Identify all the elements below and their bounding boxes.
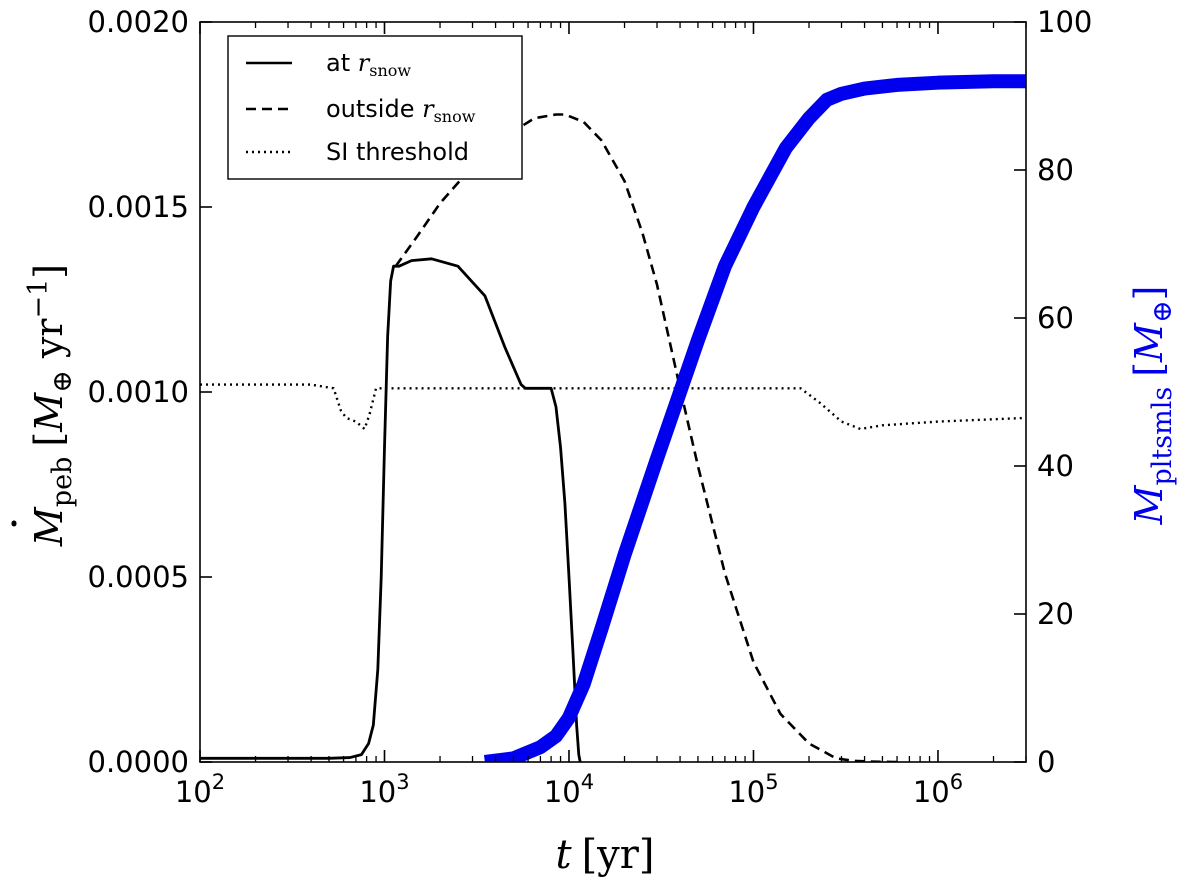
legend-outside-subscript: snow (434, 107, 476, 126)
left-label-unit-superscript: −1 (23, 279, 54, 319)
legend-label-si: SI threshold (326, 138, 469, 166)
y-tick-label-left: 0.0020 (88, 5, 189, 39)
series-line-outside (394, 113, 898, 762)
y-tick-label-right: 80 (1037, 153, 1074, 187)
right-label-bracket-open: [ (1127, 362, 1171, 377)
legend-outside-text: outside (326, 95, 422, 123)
y-tick-label-left: 0.0015 (88, 190, 189, 224)
y-tick-label-left: 0.0010 (88, 375, 189, 409)
y-tick-label-right: 40 (1037, 449, 1074, 483)
y-tick-label-right: 20 (1037, 597, 1074, 631)
legend-outside-symbol: r (422, 95, 435, 123)
legend-at-subscript: snow (369, 61, 411, 80)
right-label-unit-symbol: M (1127, 322, 1171, 363)
left-label-symbol: M (27, 506, 71, 547)
x-tick-exponent: 4 (581, 770, 594, 794)
y-tick-label-left: 0.0000 (88, 745, 189, 779)
legend-at-symbol: r (358, 49, 371, 77)
x-tick-base: 10 (544, 775, 581, 809)
x-tick-label: 105 (728, 770, 778, 809)
left-label-unit-subscript: ⊕ (47, 370, 78, 393)
right-axis-label-group: Mpltsmls[M⊕] (1127, 286, 1178, 526)
x-tick-exponent: 3 (396, 770, 409, 794)
x-tick-base: 10 (175, 775, 212, 809)
series-layer (200, 74, 1026, 762)
x-tick-label: 103 (359, 770, 409, 809)
left-label-unit-rest: yr (27, 318, 71, 371)
ticks-layer: 102 103 104 105 1060.00000.00050.00100.00150… (88, 5, 1093, 809)
y-tick-label-right: 0 (1037, 745, 1055, 779)
x-axis-symbol: t (555, 832, 572, 878)
x-tick-exponent: 2 (212, 770, 225, 794)
x-tick-label: 106 (913, 770, 963, 809)
legend: at rsnow outside rsnow SI threshold (227, 35, 523, 180)
right-label-subscript: pltsmls (1147, 387, 1178, 486)
left-label-subscript: peb (47, 457, 78, 508)
legend-at-text: at (326, 49, 358, 77)
x-tick-base: 10 (728, 775, 765, 809)
series-line-at (200, 257, 582, 762)
right-label-bracket-close: ] (1127, 286, 1171, 301)
series-line-si (200, 383, 1026, 431)
left-label-bracket-open: [ (27, 432, 71, 447)
y-axis-label-right: Mpltsmls[M⊕] (1127, 286, 1178, 526)
right-label-symbol: M (1127, 484, 1171, 525)
series-line-pltsmls (483, 74, 1026, 762)
right-label-unit-subscript: ⊕ (1147, 300, 1178, 323)
x-tick-exponent: 5 (765, 770, 778, 794)
x-tick-base: 10 (913, 775, 950, 809)
x-tick-label: 102 (175, 770, 225, 809)
x-axis-label: t [yr] (555, 832, 654, 878)
left-label-bracket-close: ] (27, 264, 71, 279)
x-axis-unit: [yr] (582, 832, 655, 878)
y-tick-label-left: 0.0005 (88, 560, 189, 594)
legend-label-outside: outside rsnow (326, 95, 476, 126)
y-tick-label-right: 60 (1037, 301, 1074, 335)
left-label-unit-symbol: M (27, 392, 71, 433)
x-tick-exponent: 6 (950, 770, 963, 794)
x-tick-label: 104 (544, 770, 594, 809)
x-tick-base: 10 (359, 775, 396, 809)
legend-box (227, 35, 523, 180)
y-axis-label-left: Mpeb[M⊕ yr−1] (23, 264, 78, 547)
legend-label-at: at rsnow (326, 49, 411, 80)
left-axis-label-group: Mpeb[M⊕ yr−1] (11, 264, 78, 547)
y-tick-label-right: 100 (1037, 5, 1092, 39)
